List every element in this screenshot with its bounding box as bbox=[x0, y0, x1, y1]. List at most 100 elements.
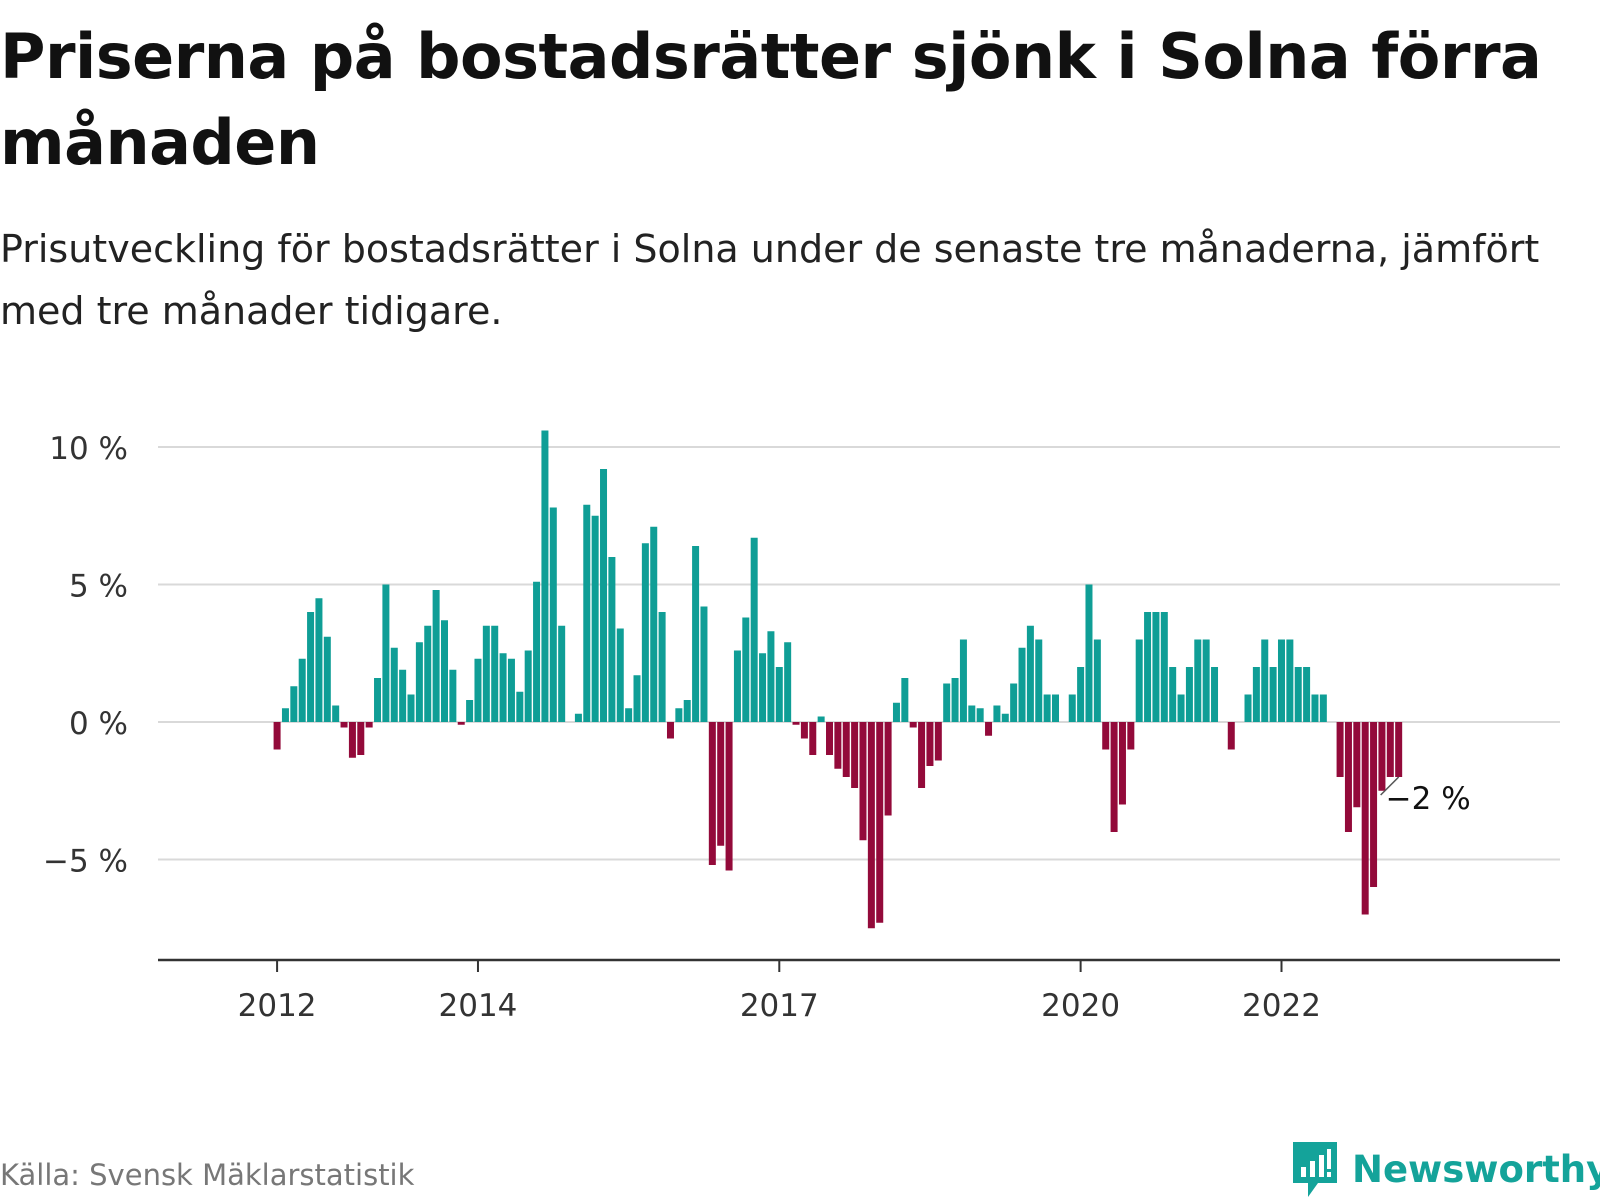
bar bbox=[1336, 722, 1344, 777]
bars bbox=[273, 430, 1403, 929]
x-tick-label: 2020 bbox=[1041, 988, 1120, 1024]
bar bbox=[315, 598, 323, 722]
bar bbox=[1144, 612, 1152, 722]
bar bbox=[1311, 694, 1319, 722]
bar bbox=[1177, 694, 1185, 722]
bar bbox=[968, 705, 976, 722]
bar bbox=[524, 650, 532, 722]
bar bbox=[1110, 722, 1118, 832]
x-tick-label: 2014 bbox=[439, 988, 518, 1024]
annotation-connector bbox=[1380, 776, 1400, 796]
bar bbox=[1185, 667, 1193, 722]
bar bbox=[725, 722, 733, 871]
bar bbox=[449, 669, 457, 722]
bar bbox=[1244, 694, 1252, 722]
bar bbox=[1269, 667, 1277, 722]
bar bbox=[332, 705, 340, 722]
bar bbox=[842, 722, 850, 777]
y-tick-label: 0 % bbox=[69, 706, 128, 742]
bar bbox=[683, 700, 691, 722]
bar bbox=[742, 617, 750, 722]
bar bbox=[792, 722, 800, 725]
bar bbox=[775, 667, 783, 722]
bar bbox=[616, 628, 624, 722]
bar bbox=[767, 631, 775, 722]
annotation-label: −2 % bbox=[1386, 781, 1471, 817]
y-tick-label: 5 % bbox=[69, 569, 128, 605]
bar bbox=[382, 584, 390, 722]
bar bbox=[1135, 639, 1143, 722]
bar bbox=[951, 678, 959, 722]
bar bbox=[499, 653, 507, 722]
bar bbox=[817, 716, 825, 722]
bar bbox=[558, 625, 566, 722]
bar bbox=[600, 469, 608, 722]
bar bbox=[633, 675, 641, 722]
x-tick-label: 2012 bbox=[238, 988, 317, 1024]
bar bbox=[407, 694, 415, 722]
bar bbox=[474, 658, 482, 722]
bar bbox=[784, 642, 792, 722]
bar bbox=[1160, 612, 1168, 722]
bar bbox=[541, 430, 549, 722]
bar bbox=[1035, 639, 1043, 722]
x-tick-label: 2022 bbox=[1242, 988, 1321, 1024]
bar bbox=[583, 504, 591, 722]
bar bbox=[909, 722, 917, 728]
bar bbox=[1361, 722, 1369, 915]
y-tick-label: 10 % bbox=[49, 431, 128, 467]
bar bbox=[348, 722, 356, 758]
bar bbox=[1169, 667, 1177, 722]
newsworthy-logo: Newsworthy bbox=[1290, 1138, 1600, 1200]
bar bbox=[976, 708, 984, 722]
bar bbox=[717, 722, 725, 846]
newsworthy-logo-icon bbox=[1293, 1142, 1337, 1197]
bar bbox=[826, 722, 834, 755]
bar bbox=[491, 625, 499, 722]
bar bbox=[1277, 639, 1285, 722]
bar bbox=[399, 669, 407, 722]
bar bbox=[516, 691, 524, 722]
bar bbox=[1026, 625, 1034, 722]
bar bbox=[533, 581, 541, 722]
bar bbox=[1370, 722, 1378, 887]
bar bbox=[549, 507, 557, 722]
bar bbox=[457, 722, 465, 725]
bar bbox=[1378, 722, 1386, 791]
bar bbox=[934, 722, 942, 761]
bar bbox=[1286, 639, 1294, 722]
y-tick-label: −5 % bbox=[43, 844, 128, 880]
x-axis: 2012 2014 2017 2020 2022 bbox=[158, 958, 1560, 1024]
bar bbox=[1211, 667, 1219, 722]
bar bbox=[1303, 667, 1311, 722]
bar bbox=[658, 612, 666, 722]
bar bbox=[884, 722, 892, 816]
bar bbox=[608, 557, 616, 722]
bar bbox=[666, 722, 674, 739]
bar bbox=[876, 722, 884, 923]
bar bbox=[340, 722, 348, 728]
bar bbox=[641, 543, 649, 722]
bar bbox=[1152, 612, 1160, 722]
x-tick-label: 2017 bbox=[740, 988, 819, 1024]
bar bbox=[1227, 722, 1235, 750]
bar bbox=[440, 620, 448, 722]
bar bbox=[1386, 722, 1394, 777]
bar bbox=[307, 612, 315, 722]
bar bbox=[1102, 722, 1110, 750]
bar bbox=[1202, 639, 1210, 722]
bar bbox=[1194, 639, 1202, 722]
chart-subtitle: Prisutveckling för bostadsrätter i Solna… bbox=[0, 227, 1540, 333]
bar bbox=[507, 658, 515, 722]
bar bbox=[432, 590, 440, 722]
bar bbox=[1077, 667, 1085, 722]
bar bbox=[466, 700, 474, 722]
bar-chart: 10 % 5 % 0 % −5 % 2012 2014 2017 2020 2022 −2 % bbox=[43, 430, 1560, 1024]
bar bbox=[1344, 722, 1352, 832]
bar bbox=[867, 722, 875, 929]
bar bbox=[323, 636, 331, 722]
bar bbox=[1395, 722, 1403, 777]
bar bbox=[298, 658, 306, 722]
bar bbox=[625, 708, 633, 722]
bar bbox=[1001, 713, 1009, 722]
